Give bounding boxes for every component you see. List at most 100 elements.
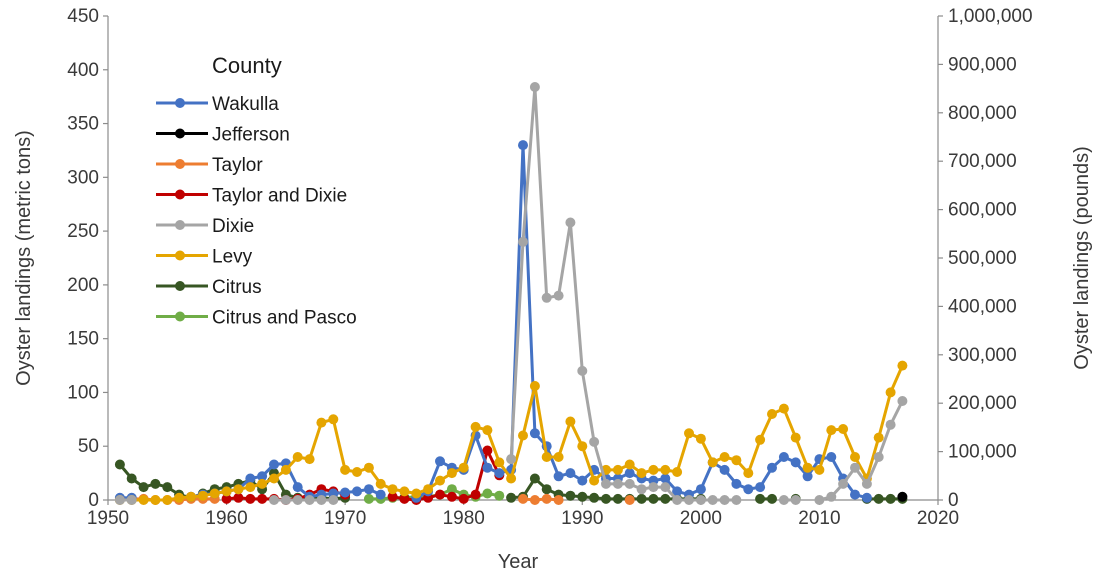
y-left-tick-label: 50: [78, 436, 99, 457]
data-point-levy: [695, 433, 706, 444]
data-point-dixie: [541, 292, 552, 303]
x-tick-label: 1990: [561, 508, 603, 529]
data-point-dixie: [684, 495, 694, 505]
data-point-dixie: [695, 495, 706, 505]
data-point-dixie: [316, 495, 327, 505]
x-tick-label: 2000: [680, 508, 722, 529]
legend-item-wakulla: Wakulla: [156, 94, 279, 115]
data-point-levy: [209, 488, 220, 499]
data-point-levy: [660, 464, 671, 475]
data-point-citrus: [873, 493, 884, 504]
data-point-dixie: [778, 495, 789, 505]
data-point-levy: [518, 430, 528, 441]
y-left-tick-label: 150: [67, 329, 99, 350]
data-point-dixie: [861, 478, 872, 489]
data-point-levy: [589, 475, 600, 486]
data-point-citrus: [755, 493, 766, 504]
data-point-dixie: [553, 290, 564, 301]
data-point-citrus: [589, 492, 600, 503]
data-point-taylor-and-dixie: [221, 493, 232, 504]
data-point-citrus: [601, 493, 611, 504]
data-point-levy: [340, 464, 351, 475]
y-left-tick-label: 300: [67, 167, 99, 188]
data-point-dixie: [660, 482, 671, 493]
data-point-levy: [612, 464, 623, 475]
legend-swatch-marker: [175, 220, 185, 230]
data-point-citrus: [138, 482, 149, 493]
data-point-wakulla: [778, 452, 789, 462]
data-point-dixie: [731, 495, 742, 505]
data-point-levy: [292, 452, 303, 462]
y-right-tick-label: 200,000: [948, 393, 1017, 414]
data-point-taylor-and-dixie: [446, 491, 457, 502]
y-left-tick-label: 450: [67, 6, 99, 27]
legend-label: Taylor: [212, 155, 263, 176]
data-point-levy: [838, 424, 849, 434]
legend-item-citrus-and-pasco: Citrus and Pasco: [156, 308, 357, 329]
series-line-taylor-and-dixie: [392, 449, 501, 502]
axes: 1950 1960 1970 1980 1990 2000 2010 202005010015…: [67, 6, 1032, 529]
data-point-wakulla: [518, 140, 528, 151]
data-point-citrus: [660, 493, 671, 504]
data-point-levy: [565, 416, 576, 427]
data-point-levy: [387, 484, 398, 495]
data-point-levy: [529, 381, 540, 391]
data-point-wakulla: [826, 452, 837, 462]
data-point-citrus: [612, 493, 623, 504]
y-right-tick-label: 100,000: [948, 442, 1017, 463]
data-point-wakulla: [494, 468, 505, 479]
series-levy: [114, 360, 908, 505]
y-right-tick-label: 1,000,000: [948, 6, 1033, 27]
series-line-taylor: [522, 497, 559, 502]
data-point-taylor-and-dixie: [399, 493, 410, 504]
data-point-levy: [553, 452, 564, 462]
x-tick-label: 1970: [324, 508, 366, 529]
data-point-dixie: [814, 495, 825, 505]
y-right-tick-label: 300,000: [948, 345, 1017, 366]
data-point-levy: [636, 468, 647, 479]
series-jefferson: [897, 491, 908, 502]
data-point-wakulla: [565, 468, 576, 479]
data-point-wakulla: [719, 464, 730, 475]
data-point-wakulla: [482, 462, 493, 473]
y-left-tick-label: 100: [67, 382, 99, 403]
data-point-levy: [897, 360, 908, 371]
data-point-taylor: [518, 493, 528, 504]
data-point-citrus-and-pasco: [446, 484, 457, 495]
data-point-levy: [850, 452, 860, 462]
x-tick-label: 1950: [87, 508, 129, 529]
data-point-dixie: [529, 82, 540, 92]
legend-swatch-marker: [175, 281, 185, 291]
data-point-citrus: [885, 493, 896, 504]
data-point-jefferson: [897, 491, 908, 502]
legend-swatch-marker: [175, 250, 185, 261]
x-tick-label: 2010: [798, 508, 840, 529]
data-point-levy: [802, 462, 813, 473]
y-left-tick-label: 350: [67, 114, 99, 135]
data-point-wakulla: [731, 478, 742, 489]
data-point-wakulla: [802, 471, 813, 482]
legend-title: County: [212, 53, 282, 78]
data-point-taylor-and-dixie: [482, 445, 493, 456]
data-point-levy: [280, 464, 291, 475]
y-right-tick-label: 800,000: [948, 103, 1017, 124]
y-left-tick-label: 0: [88, 490, 99, 511]
data-point-levy: [731, 455, 742, 466]
data-point-dixie: [672, 495, 683, 505]
data-point-levy: [257, 478, 268, 489]
data-point-citrus: [577, 491, 588, 502]
legend-item-citrus: Citrus: [156, 277, 262, 298]
data-point-levy: [755, 434, 766, 445]
legend-label: Jefferson: [212, 125, 290, 146]
data-point-levy: [458, 462, 469, 473]
data-point-wakulla: [767, 462, 777, 473]
y-right-tick-label: 400,000: [948, 296, 1017, 317]
y-right-axis-title: Oyster landings (pounds): [1071, 146, 1093, 369]
data-point-wakulla: [743, 484, 754, 495]
data-point-wakulla: [553, 471, 564, 482]
data-point-wakulla: [755, 482, 766, 493]
data-point-citrus: [506, 492, 517, 503]
data-point-taylor-and-dixie: [233, 492, 244, 503]
data-point-citrus: [565, 490, 576, 501]
